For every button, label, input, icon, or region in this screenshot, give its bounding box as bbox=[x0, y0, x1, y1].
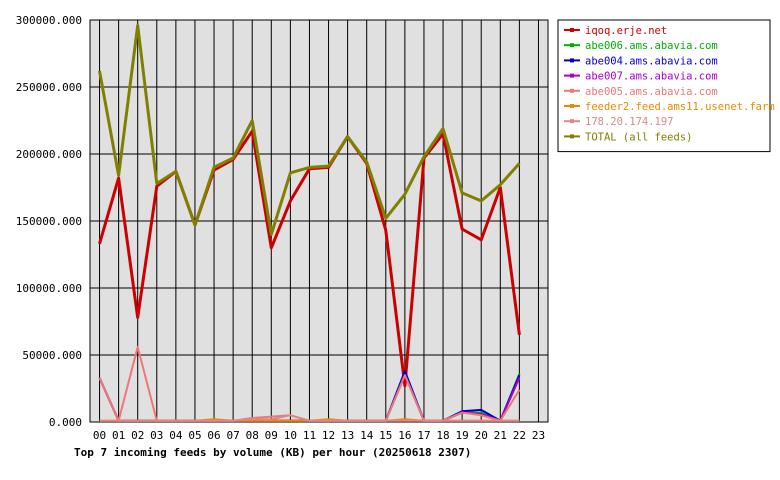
x-tick-label: 16 bbox=[398, 429, 411, 442]
y-tick-label: 300000.000 bbox=[16, 14, 82, 27]
x-tick-label: 02 bbox=[131, 429, 144, 442]
legend-marker bbox=[570, 73, 574, 78]
legend-layer: iqoq.erje.net abe006.ams.abavia.com abe004… bbox=[557, 19, 775, 153]
legend-marker bbox=[570, 119, 574, 124]
x-tick-label: 12 bbox=[322, 429, 335, 442]
legend-entry-label: feeder2.feed.ams11.usenet.farm bbox=[585, 101, 775, 113]
y-tick-label: 50000.000 bbox=[22, 349, 82, 362]
x-tick-label: 09 bbox=[265, 429, 278, 442]
legend-marker bbox=[570, 43, 574, 48]
x-tick-label: 17 bbox=[417, 429, 430, 442]
x-tick-label: 20 bbox=[475, 429, 488, 442]
x-tick-label: 15 bbox=[379, 429, 392, 442]
legend-marker bbox=[570, 104, 574, 108]
x-tick-label: 23 bbox=[532, 429, 545, 442]
x-tick-label: 07 bbox=[227, 429, 240, 442]
series-line bbox=[99, 414, 520, 422]
legend-entry-label: TOTAL (all feeds) bbox=[585, 131, 692, 143]
plot-border bbox=[89, 19, 549, 423]
legend-marker bbox=[570, 134, 574, 139]
y-tick-label: 250000.000 bbox=[16, 81, 82, 94]
y-tick-label: 200000.000 bbox=[16, 148, 82, 161]
x-tick-label: 11 bbox=[303, 429, 316, 442]
x-tick-label: 19 bbox=[456, 429, 469, 442]
x-tick-label: 08 bbox=[246, 429, 259, 442]
legend-marker bbox=[570, 88, 574, 93]
series-line bbox=[98, 23, 521, 236]
x-tick-label: 10 bbox=[284, 429, 297, 442]
x-tick-label: 21 bbox=[494, 429, 507, 442]
x-tick-label: 01 bbox=[112, 429, 125, 442]
legend-entry-label: abe007.ams.abavia.com bbox=[585, 71, 718, 83]
series-layer bbox=[98, 23, 521, 422]
legend-marker bbox=[570, 28, 574, 32]
x-tick-label: 03 bbox=[150, 429, 163, 442]
legend-entry-label: iqoq.erje.net bbox=[585, 25, 667, 37]
legend-marker bbox=[570, 58, 574, 63]
x-tick-label: 04 bbox=[169, 429, 183, 442]
legend-box bbox=[557, 19, 771, 153]
y-tick-label: 150000.000 bbox=[16, 215, 82, 228]
x-tick-label: 05 bbox=[188, 429, 201, 442]
legend-entry-label: abe005.ams.abavia.com bbox=[585, 86, 718, 98]
x-tick-label: 06 bbox=[207, 429, 220, 442]
legend-entry-label: 178.20.174.197 bbox=[585, 116, 674, 128]
x-tick-label: 22 bbox=[513, 429, 526, 442]
x-tick-label: 13 bbox=[341, 429, 354, 442]
x-tick-label: 18 bbox=[436, 429, 449, 442]
axis-layer: 0.000 50000.000 100000.000 150000.000 200000… bbox=[16, 14, 549, 442]
chart-title: Top 7 incoming feeds by volume (KB) per … bbox=[74, 446, 471, 459]
y-tick-label: 0.000 bbox=[49, 416, 82, 429]
x-tick-label: 14 bbox=[360, 429, 374, 442]
grid-layer bbox=[90, 19, 548, 423]
legend-entry-label: abe004.ams.abavia.com bbox=[585, 55, 718, 67]
x-tick-label: 00 bbox=[93, 429, 106, 442]
y-tick-label: 100000.000 bbox=[16, 282, 82, 295]
legend-entry-label: abe006.ams.abavia.com bbox=[585, 40, 718, 52]
